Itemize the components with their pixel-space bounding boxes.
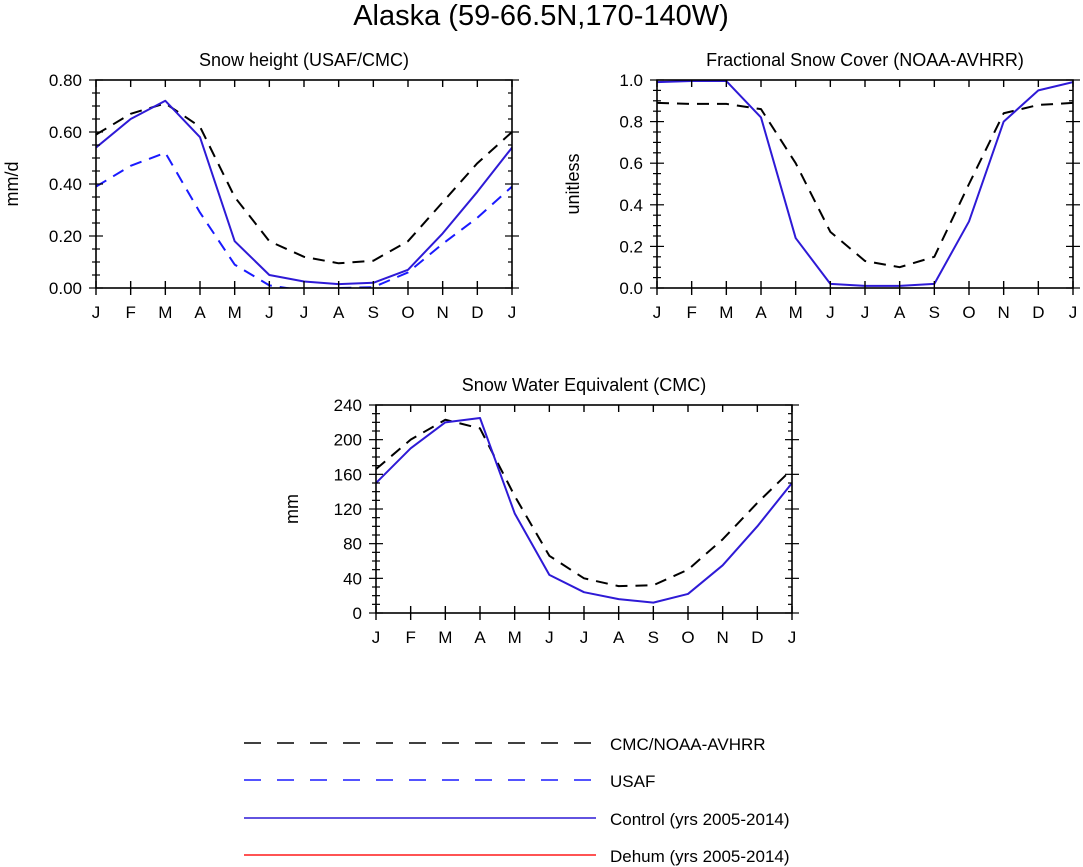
x-tick-label: O	[962, 303, 975, 322]
x-tick-label: J	[545, 628, 554, 647]
y-tick-label: 200	[334, 431, 362, 450]
y-axis-label: unitless	[563, 153, 583, 214]
x-tick-label: S	[648, 628, 659, 647]
series-line-control-yrs-2005-2014	[376, 417, 792, 604]
x-tick-label: S	[368, 303, 379, 322]
chart-fractional-snow-cover: J F M A M J J A S O N D J 0.0 0.2 0.4 0.6 0.8 1.0 Fractiona…	[563, 50, 1080, 322]
y-tick-label: 240	[334, 396, 362, 415]
y-tick-label: 80	[343, 535, 362, 554]
x-tick-label: A	[755, 303, 767, 322]
y-axis-label: mm	[282, 494, 302, 524]
y-tick-label: 120	[334, 500, 362, 519]
x-tick-label: D	[1032, 303, 1044, 322]
x-tick-label: J	[788, 628, 797, 647]
legend-label: CMC/NOAA-AVHRR	[610, 735, 766, 754]
x-tick-label: A	[333, 303, 345, 322]
chart-snow-height: J F M A M J J A S O N D J 0.00 0.20 0.40 0.60 0.80 Snow he…	[2, 50, 519, 322]
y-tick-label: 0.0	[619, 279, 643, 298]
panel-title: Snow Water Equivalent (CMC)	[462, 375, 706, 395]
legend-label: USAF	[610, 772, 655, 791]
x-tick-label: M	[719, 303, 733, 322]
x-tick-label: D	[471, 303, 483, 322]
x-tick-label: A	[194, 303, 206, 322]
x-tick-label: M	[158, 303, 172, 322]
x-tick-label: F	[686, 303, 696, 322]
series-line-cmc-noaa-avhrr	[96, 102, 512, 265]
x-tick-label: J	[300, 303, 309, 322]
x-tick-label: F	[125, 303, 135, 322]
x-tick-label: M	[508, 628, 522, 647]
y-tick-label: 0.2	[619, 237, 643, 256]
x-tick-label: J	[580, 628, 589, 647]
y-tick-label: 0.6	[619, 154, 643, 173]
y-tick-label: 0.80	[49, 71, 82, 90]
x-tick-label: J	[372, 628, 381, 647]
x-tick-label: M	[438, 628, 452, 647]
y-tick-label: 0.40	[49, 175, 82, 194]
x-tick-label: O	[681, 628, 694, 647]
x-tick-label: M	[228, 303, 242, 322]
x-tick-label: J	[861, 303, 870, 322]
series-line-cmc-noaa-avhrr	[376, 418, 792, 588]
panel-title: Fractional Snow Cover (NOAA-AVHRR)	[706, 50, 1024, 70]
y-tick-label: 0.4	[619, 196, 643, 215]
x-tick-label: M	[789, 303, 803, 322]
x-tick-label: J	[1069, 303, 1078, 322]
series-line-cmc-noaa-avhrr	[657, 101, 1073, 269]
x-tick-label: J	[653, 303, 662, 322]
legend-label: Dehum (yrs 2005-2014)	[610, 847, 790, 866]
legend: CMC/NOAA-AVHRR USAF Control (yrs 2005-2014…	[244, 735, 790, 866]
y-tick-label: 0	[353, 604, 362, 623]
x-tick-label: F	[405, 628, 415, 647]
x-tick-label: A	[894, 303, 906, 322]
x-tick-label: J	[508, 303, 517, 322]
page-title: Alaska (59-66.5N,170-140W)	[353, 0, 729, 32]
x-tick-label: J	[265, 303, 274, 322]
y-tick-label: 0.20	[49, 227, 82, 246]
x-tick-label: J	[92, 303, 101, 322]
y-tick-label: 1.0	[619, 71, 643, 90]
y-tick-label: 40	[343, 569, 362, 588]
x-tick-label: N	[437, 303, 449, 322]
x-tick-label: O	[401, 303, 414, 322]
x-tick-label: A	[474, 628, 486, 647]
x-tick-label: N	[717, 628, 729, 647]
legend-label: Control (yrs 2005-2014)	[610, 810, 790, 829]
x-tick-label: S	[929, 303, 940, 322]
x-tick-label: D	[751, 628, 763, 647]
panel-title: Snow height (USAF/CMC)	[199, 50, 409, 70]
y-axis-label: mm/d	[2, 162, 22, 207]
x-tick-label: J	[826, 303, 835, 322]
x-tick-label: N	[998, 303, 1010, 322]
y-tick-label: 160	[334, 465, 362, 484]
series-line-usaf	[96, 151, 512, 288]
x-tick-label: A	[613, 628, 625, 647]
y-tick-label: 0.00	[49, 279, 82, 298]
plot-frame	[375, 404, 793, 614]
y-tick-label: 0.8	[619, 113, 643, 132]
y-tick-label: 0.60	[49, 123, 82, 142]
